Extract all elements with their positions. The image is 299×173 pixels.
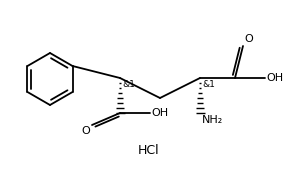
Text: OH: OH: [266, 73, 283, 83]
Text: O: O: [81, 126, 90, 136]
Text: &1: &1: [122, 80, 135, 89]
Text: O: O: [244, 34, 253, 44]
Text: NH₂: NH₂: [202, 115, 223, 125]
Text: &1: &1: [202, 80, 215, 89]
Text: OH: OH: [151, 108, 168, 118]
Text: HCl: HCl: [138, 144, 160, 157]
